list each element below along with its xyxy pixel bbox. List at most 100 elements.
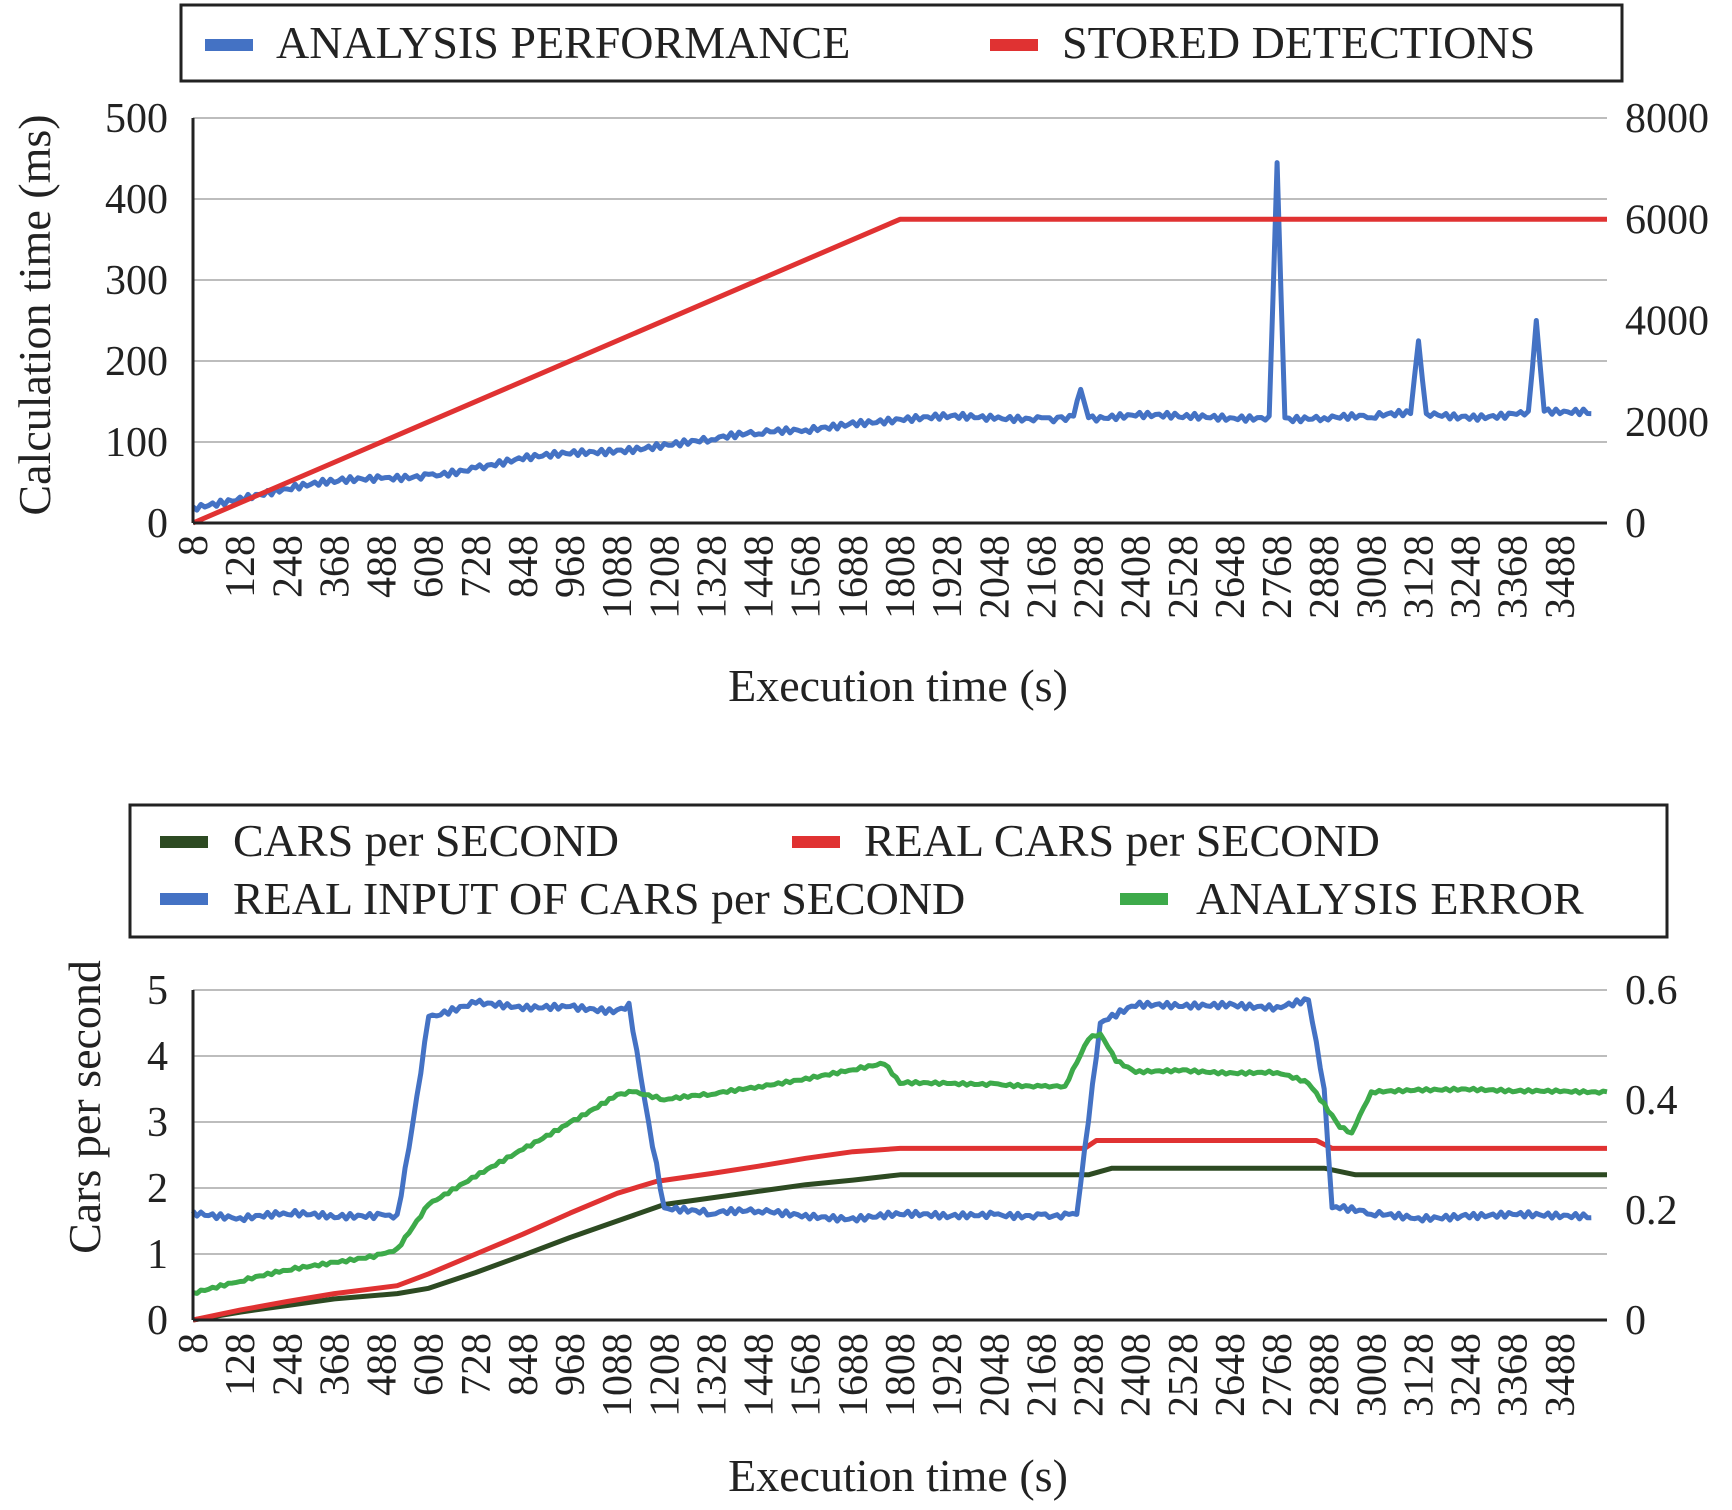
y2-tick-label: 0 [1625,501,1646,547]
x-tick-label: 2408 [1114,1333,1160,1417]
x-tick-label: 1088 [595,1333,641,1417]
x-tick-label: 488 [360,1333,406,1396]
plot-area: 0 100 200 300 400 500 0 2000 4000 6000 8000 8 128 248… [105,96,1709,619]
x-tick-label: 3368 [1491,535,1537,619]
x-tick-label: 1208 [642,1333,688,1417]
y2-tick-label: 6000 [1625,197,1709,243]
x-axis-title: Execution time (s) [728,660,1068,711]
legend-label-real-input-of-cars: REAL INPUT OF CARS per SECOND [233,873,965,924]
chart-calculation-time-svg: ANALYSIS PERFORMANCE STORED DETECTIONS 0… [9,3,1709,711]
x-tick-label: 1328 [690,535,736,619]
y-tick-label: 4 [147,1034,168,1080]
x-tick-label: 1448 [737,1333,783,1417]
x-tick-label: 3248 [1444,535,1490,619]
y-axis-title: Calculation time (ms) [9,114,60,515]
y2-tick-label: 8000 [1625,96,1709,142]
x-tick-label: 3128 [1397,535,1443,619]
y-tick-label: 5 [147,968,168,1014]
x-tick-label: 1568 [784,1333,830,1417]
x-tick-label: 248 [265,535,311,598]
x-tick-label: 1688 [831,1333,877,1417]
x-tick-label: 368 [312,535,358,598]
x-tick-label: 1568 [784,535,830,619]
x-tick-label: 728 [454,535,500,598]
x-tick-label: 1328 [690,1333,736,1417]
x-tick-label: 8 [171,1333,217,1354]
series-line-analysis-error [192,1031,1608,1296]
legend-swatch-real-cars-per-second [792,836,840,848]
x-tick-label: 1448 [737,535,783,619]
x-tick-label: 3488 [1538,535,1584,619]
x-tick-label: 2288 [1067,1333,1113,1417]
legend-swatch-analysis-error [1120,893,1168,905]
legend-swatch-cars-per-second [160,836,208,848]
y-tick-label: 500 [105,96,168,142]
y-axis-title: Cars per second [59,960,110,1254]
series-line-real-cars-per-second [192,1138,1607,1323]
series-line-real-input-of-cars-per-second [191,996,1592,1224]
x-tick-label: 2648 [1208,535,1254,619]
y-tick-label: 100 [105,420,168,466]
legend-label-analysis-performance: ANALYSIS PERFORMANCE [276,17,850,68]
y2-tick-label: 0.4 [1625,1078,1678,1124]
x-tick-label: 1088 [595,535,641,619]
plot-area: 0 1 2 3 4 5 0 0.2 0.4 0.6 8 128 248 368 488 608 728 848 96… [147,968,1678,1417]
x-tick-label: 1928 [925,535,971,619]
x-tick-label: 2168 [1019,535,1065,619]
x-tick-label: 3008 [1349,1333,1395,1417]
x-tick-label: 2768 [1255,535,1301,619]
y2-tick-label: 2000 [1625,400,1709,446]
x-tick-label: 3128 [1397,1333,1443,1417]
x-tick-label: 3488 [1538,1333,1584,1417]
y-tick-label: 0 [147,1298,168,1344]
x-tick-label: 608 [407,1333,453,1396]
x-tick-label: 1688 [831,535,877,619]
legend-label-analysis-error: ANALYSIS ERROR [1196,873,1584,924]
x-tick-label: 1808 [878,1333,924,1417]
x-tick-label: 8 [171,535,217,556]
x-tick-label: 3008 [1349,535,1395,619]
chart-cars-per-second: CARS per SECOND REAL CARS per SECOND REA… [0,790,1732,1510]
y-tick-label: 300 [105,258,168,304]
x-tick-label: 2288 [1067,535,1113,619]
x-tick-label: 2168 [1019,1333,1065,1417]
series-line-stored-detections [192,216,1607,526]
series-line-cars-per-second [192,1165,1607,1323]
x-tick-label: 2648 [1208,1333,1254,1417]
legend-box [128,803,1669,939]
x-tick-label: 2768 [1255,1333,1301,1417]
x-tick-label: 1928 [925,1333,971,1417]
x-tick-label: 2888 [1302,535,1348,619]
legend-label-real-cars-per-second: REAL CARS per SECOND [864,815,1380,866]
x-tick-label: 3368 [1491,1333,1537,1417]
y-tick-label: 2 [147,1166,168,1212]
legend-swatch-stored-detections [990,39,1038,51]
chart-calculation-time: ANALYSIS PERFORMANCE STORED DETECTIONS 0… [0,0,1732,740]
series-line-analysis-performance [191,160,1592,513]
x-tick-label: 2048 [972,535,1018,619]
x-tick-label: 1808 [878,535,924,619]
y-tick-label: 3 [147,1100,168,1146]
x-tick-label: 2888 [1302,1333,1348,1417]
x-tick-label: 368 [312,1333,358,1396]
x-tick-label: 1208 [642,535,688,619]
x-tick-label: 248 [265,1333,311,1396]
legend-box [179,3,1624,83]
x-tick-label: 2408 [1114,535,1160,619]
x-tick-label: 2528 [1161,535,1207,619]
x-tick-label: 3248 [1444,1333,1490,1417]
chart-cars-per-second-svg: CARS per SECOND REAL CARS per SECOND REA… [59,803,1678,1501]
x-tick-label: 968 [548,535,594,598]
x-tick-label: 968 [548,1333,594,1396]
x-tick-label: 848 [501,1333,547,1396]
x-tick-label: 608 [407,535,453,598]
x-tick-label: 128 [218,535,264,598]
x-tick-label: 488 [360,535,406,598]
legend-swatch-real-input-of-cars [160,893,208,905]
legend-swatch-analysis-performance [205,39,253,51]
legend-label-cars-per-second: CARS per SECOND [233,815,619,866]
x-tick-label: 128 [218,1333,264,1396]
y2-tick-label: 0.6 [1625,968,1678,1014]
x-tick-label: 2528 [1161,1333,1207,1417]
x-tick-label: 2048 [972,1333,1018,1417]
